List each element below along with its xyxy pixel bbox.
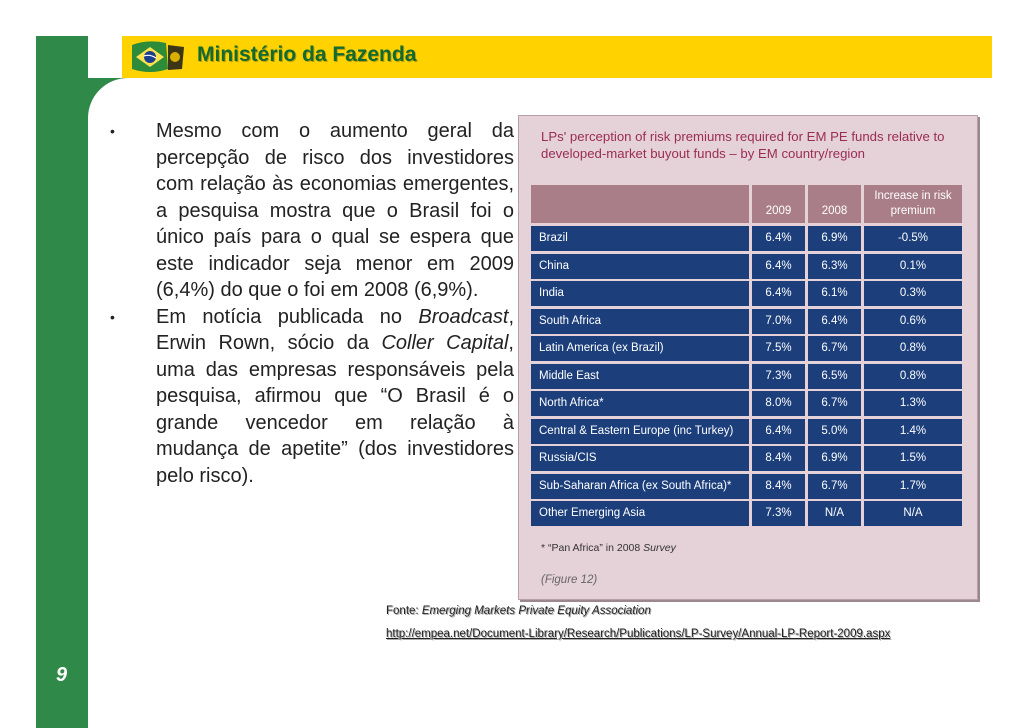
table-cell: North Africa* [531, 391, 749, 416]
footnote-italic: Survey [643, 542, 676, 554]
table-cell: 6.4% [752, 281, 805, 306]
bullet-list: • Mesmo com o aumento geral da percepção… [104, 118, 514, 489]
table-cell: Latin America (ex Brazil) [531, 336, 749, 361]
table-header-cell [531, 185, 749, 223]
text-run: Em notícia publicada no [156, 305, 419, 328]
bullet-text: Em notícia publicada no Broadcast, Erwin… [156, 306, 514, 487]
table-cell: Other Emerging Asia [531, 501, 749, 526]
table-header-cell: Increase in risk premium [864, 185, 962, 223]
table-cell: India [531, 281, 749, 306]
text-run-italic: Broadcast [418, 305, 509, 328]
table-cell: 7.0% [752, 308, 805, 334]
table-cell: 6.7% [808, 473, 861, 499]
header-bar [122, 36, 992, 78]
table-cell: China [531, 253, 749, 279]
table-cell: 6.7% [808, 336, 861, 361]
left-green-band [36, 36, 88, 728]
table-cell: 7.5% [752, 336, 805, 361]
table-cell: 6.4% [808, 308, 861, 334]
bullet-text: Mesmo com o aumento geral da percepção d… [156, 120, 514, 301]
table-header-cell: 2008 [808, 185, 861, 223]
table-cell: 8.4% [752, 446, 805, 471]
brazil-flag-logo [128, 39, 186, 75]
table-cell: 6.9% [808, 226, 861, 251]
table-cell: 7.3% [752, 501, 805, 526]
table-cell: 7.3% [752, 363, 805, 389]
figure-panel: LPs' perception of risk premiums require… [518, 115, 978, 600]
table-cell: N/A [808, 501, 861, 526]
table-cell: 0.1% [864, 253, 962, 279]
source-line: Fonte: Emerging Markets Private Equity A… [386, 605, 651, 617]
text-run-italic: Coller Capital [381, 332, 509, 354]
table-cell: 6.1% [808, 281, 861, 306]
table-cell: 6.5% [808, 363, 861, 389]
table-cell: 8.0% [752, 391, 805, 416]
table-cell: 8.4% [752, 473, 805, 499]
table-cell: Sub-Saharan Africa (ex South Africa)* [531, 473, 749, 499]
bullet-item: • Mesmo com o aumento geral da percepção… [104, 118, 514, 304]
figure-label: (Figure 12) [541, 574, 598, 586]
page-number: 9 [56, 664, 68, 686]
footnote-text: * “Pan Africa” in 2008 [541, 542, 644, 554]
table-cell: 0.8% [864, 363, 962, 389]
table-cell: 0.6% [864, 308, 962, 334]
table-cell: 6.7% [808, 391, 861, 416]
source-name: Emerging Markets Private Equity Associat… [421, 605, 651, 617]
table-cell: Russia/CIS [531, 446, 749, 471]
table-cell: 6.4% [752, 253, 805, 279]
table-cell: 0.8% [864, 336, 962, 361]
table-cell: 0.3% [864, 281, 962, 306]
table-cell: Middle East [531, 363, 749, 389]
source-url-link[interactable]: http://empea.net/Document-Library/Resear… [386, 628, 891, 640]
table-cell: 6.9% [808, 446, 861, 471]
table-cell: N/A [864, 501, 962, 526]
table-cell: 5.0% [808, 418, 861, 444]
figure-title: LPs' perception of risk premiums require… [541, 129, 945, 161]
bullet-dot: • [110, 123, 115, 139]
bullet-dot: • [110, 308, 115, 325]
header-title: Ministério da Fazenda [197, 43, 417, 66]
table-cell: 6.3% [808, 253, 861, 279]
table-cell: Central & Eastern Europe (inc Turkey) [531, 418, 749, 444]
table-cell: 1.3% [864, 391, 962, 416]
table-cell: -0.5% [864, 226, 962, 251]
figure-footnote: * “Pan Africa” in 2008 Survey [541, 542, 676, 554]
text-run: , Erwin Rown, sócio da [156, 305, 514, 355]
source-label: Fonte: [386, 605, 422, 617]
bullet-item: • Em notícia publicada no Broadcast, Erw… [104, 304, 514, 490]
table-cell: 1.7% [864, 473, 962, 499]
text-run: , uma das empresas responsáveis pela pes… [156, 332, 514, 487]
table-cell: 6.4% [752, 418, 805, 444]
table-cell: Brazil [531, 226, 749, 251]
band-corner [88, 78, 128, 118]
table-cell: 1.4% [864, 418, 962, 444]
table-cell: 1.5% [864, 446, 962, 471]
table-cell: South Africa [531, 308, 749, 334]
table-cell: 6.4% [752, 226, 805, 251]
table-header-cell: 2009 [752, 185, 805, 223]
